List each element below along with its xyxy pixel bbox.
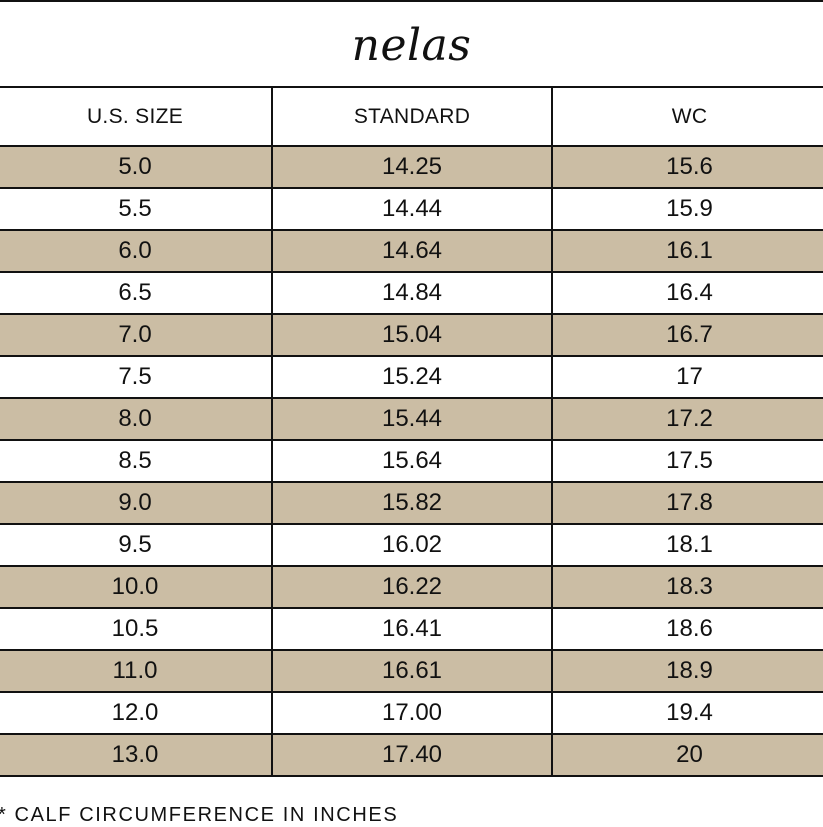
cell-standard: 16.61: [271, 649, 553, 693]
brand-logo: nelas: [351, 19, 472, 71]
cell-standard: 15.04: [271, 313, 553, 357]
cell-us-size: 9.0: [0, 481, 273, 525]
cell-wc: 17: [551, 355, 823, 399]
cell-wc: 15.6: [551, 145, 823, 189]
table-row: 13.0 17.40 20: [0, 733, 823, 777]
cell-us-size: 7.5: [0, 355, 273, 399]
cell-standard: 16.22: [271, 565, 553, 609]
header-us-size: U.S. SIZE: [0, 86, 273, 147]
cell-us-size: 13.0: [0, 733, 273, 777]
cell-us-size: 10.0: [0, 565, 273, 609]
table-row: 10.5 16.41 18.6: [0, 607, 823, 651]
cell-standard: 17.40: [271, 733, 553, 777]
cell-us-size: 8.0: [0, 397, 273, 441]
cell-wc: 19.4: [551, 691, 823, 735]
table-row: 9.0 15.82 17.8: [0, 481, 823, 525]
cell-us-size: 6.0: [0, 229, 273, 273]
header-wc: WC: [551, 86, 823, 147]
cell-wc: 18.3: [551, 565, 823, 609]
cell-standard: 14.84: [271, 271, 553, 315]
table-header: U.S. SIZE STANDARD WC: [0, 86, 823, 147]
cell-us-size: 7.0: [0, 313, 273, 357]
table-row: 7.5 15.24 17: [0, 355, 823, 399]
cell-standard: 15.64: [271, 439, 553, 483]
table-row: 7.0 15.04 16.7: [0, 313, 823, 357]
cell-us-size: 5.5: [0, 187, 273, 231]
cell-us-size: 12.0: [0, 691, 273, 735]
cell-standard: 14.25: [271, 145, 553, 189]
cell-standard: 15.44: [271, 397, 553, 441]
table-row: 9.5 16.02 18.1: [0, 523, 823, 567]
cell-us-size: 6.5: [0, 271, 273, 315]
cell-standard: 14.64: [271, 229, 553, 273]
cell-us-size: 9.5: [0, 523, 273, 567]
cell-wc: 16.4: [551, 271, 823, 315]
cell-wc: 18.9: [551, 649, 823, 693]
cell-standard: 17.00: [271, 691, 553, 735]
header-row: U.S. SIZE STANDARD WC: [0, 86, 823, 147]
cell-standard: 16.02: [271, 523, 553, 567]
table-row: 5.0 14.25 15.6: [0, 145, 823, 189]
table-row: 6.0 14.64 16.1: [0, 229, 823, 273]
cell-wc: 20: [551, 733, 823, 777]
cell-standard: 14.44: [271, 187, 553, 231]
table-row: 11.0 16.61 18.9: [0, 649, 823, 693]
cell-standard: 16.41: [271, 607, 553, 651]
cell-us-size: 5.0: [0, 145, 273, 189]
cell-wc: 16.1: [551, 229, 823, 273]
cell-wc: 17.8: [551, 481, 823, 525]
size-table: U.S. SIZE STANDARD WC 5.0 14.25 15.6 5.5 14.…: [0, 86, 823, 777]
cell-us-size: 10.5: [0, 607, 273, 651]
cell-wc: 18.6: [551, 607, 823, 651]
cell-wc: 16.7: [551, 313, 823, 357]
cell-wc: 17.2: [551, 397, 823, 441]
header-standard: STANDARD: [271, 86, 553, 147]
cell-us-size: 8.5: [0, 439, 273, 483]
top-rule: [0, 0, 823, 2]
table-row: 5.5 14.44 15.9: [0, 187, 823, 231]
table-row: 8.0 15.44 17.2: [0, 397, 823, 441]
table-body: 5.0 14.25 15.6 5.5 14.44 15.9 6.0 14.64 16.1 6.5 1…: [0, 145, 823, 777]
cell-wc: 18.1: [551, 523, 823, 567]
cell-standard: 15.24: [271, 355, 553, 399]
cell-wc: 17.5: [551, 439, 823, 483]
footnote: * CALF CIRCUMFERENCE IN INCHES: [0, 804, 399, 826]
table-row: 10.0 16.22 18.3: [0, 565, 823, 609]
table-row: 6.5 14.84 16.4: [0, 271, 823, 315]
cell-wc: 15.9: [551, 187, 823, 231]
table-row: 12.0 17.00 19.4: [0, 691, 823, 735]
table-row: 8.5 15.64 17.5: [0, 439, 823, 483]
cell-standard: 15.82: [271, 481, 553, 525]
cell-us-size: 11.0: [0, 649, 273, 693]
